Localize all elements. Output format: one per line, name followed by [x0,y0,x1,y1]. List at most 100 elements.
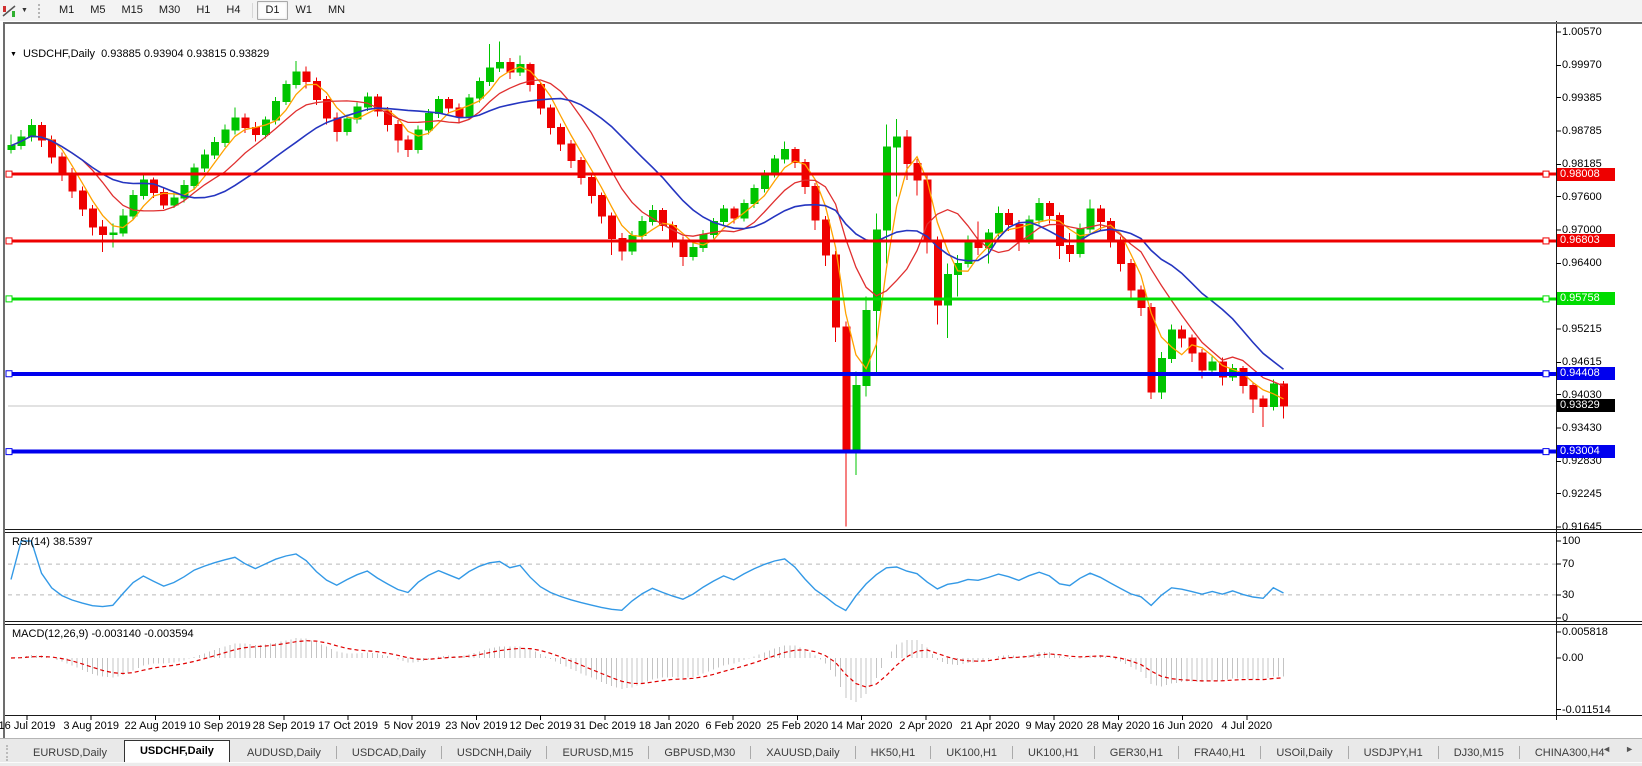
level-price-badge: 0.96803 [1557,234,1615,248]
price-tick-label: 0.96400 [1562,257,1602,270]
tab-separator [335,746,337,759]
price-tick-label: 0.94030 [1562,388,1602,401]
tab-UK100-H1[interactable]: UK100,H1 [1028,747,1079,759]
timeframe-button-D1[interactable]: D1 [257,1,288,20]
rsi-indicator-label: RSI(14) 38.5397 [12,536,93,548]
tab-GER30-H1[interactable]: GER30,H1 [1109,747,1163,759]
level-line-0.95758[interactable] [5,295,1556,303]
tab-CHINA300-H4[interactable]: CHINA300,H4 [1534,747,1605,759]
price-tick-label: 0.99970 [1562,59,1602,72]
status-strip [0,762,1642,766]
tab-separator [440,746,442,759]
level-line-0.96803[interactable] [5,237,1556,245]
tab-separator [1178,746,1179,759]
toolbar-grip[interactable] [37,3,45,18]
tab-separator [930,746,932,759]
date-tick-label: 2 Apr 2020 [899,720,953,732]
price-tick-label: 0.97600 [1562,190,1602,203]
tab-USDJPY-H1[interactable]: USDJPY,H1 [1363,747,1423,759]
timeframe-button-M15[interactable]: M15 [121,4,143,16]
macd-tick-label: 0.00 [1562,652,1584,664]
tab-USDCNH-Daily[interactable]: USDCNH,Daily [456,747,532,759]
timeframe-button-MN[interactable]: MN [328,4,346,16]
date-tick-label: 9 May 2020 [1025,720,1083,732]
chart-title-dropdown-icon[interactable]: ▼ [10,50,17,58]
tab-separator [1260,746,1262,759]
level-line-0.98008[interactable] [5,170,1556,178]
level-line-0.93004[interactable] [5,448,1556,456]
date-tick-label: 12 Dec 2019 [509,720,572,732]
timeframe-button-W1[interactable]: W1 [295,4,313,16]
rsi-tick-label: 30 [1562,588,1575,601]
date-tick-label: 4 Jul 2020 [1221,720,1273,732]
date-tick-label: 28 Sep 2019 [252,720,315,732]
tab-FRA40-H1[interactable]: FRA40,H1 [1194,747,1246,759]
chart-tool-dropdown-icon[interactable]: ▼ [21,7,28,14]
tab-HK50-H1[interactable]: HK50,H1 [870,747,916,759]
chart-tool-icon[interactable] [1,3,19,19]
chart-symbol-label: USDCHF,Daily [22,48,96,60]
date-tick-label: 5 Nov 2019 [384,720,441,732]
tabbar-grip[interactable] [6,745,14,761]
timeframe-button-H4[interactable]: H4 [226,4,241,16]
timeframe-button-M5[interactable]: M5 [90,4,106,16]
rsi-tick-label: 70 [1562,558,1575,571]
price-tick-label: 1.00570 [1562,26,1602,38]
date-tick-label: 16 Jun 2020 [1152,720,1213,732]
tab-XAUUSD-Daily[interactable]: XAUUSD,Daily [766,747,840,759]
chart-ohlc-values: 0.93885 0.93904 0.93815 0.93829 [101,48,270,60]
price-tick-label: 0.98785 [1562,125,1602,137]
date-tick-label: 14 Mar 2020 [830,720,893,732]
tab-EURUSD-Daily[interactable]: EURUSD,Daily [33,747,107,759]
macd-tick-label: -0.011514 [1562,703,1611,716]
chart-window-border [3,22,1642,738]
level-line-0.94408[interactable] [5,370,1556,378]
rsi-tick-label: 100 [1562,535,1581,547]
level-price-badge: 0.95758 [1557,292,1615,306]
tab-separator [546,746,548,759]
tab-scroll-right-icon[interactable]: ► [1625,744,1634,754]
tab-separator [854,746,856,759]
macd-signal-line [10,640,1284,688]
date-tick-label: 3 Aug 2019 [63,720,120,732]
price-tick-label: 0.92245 [1562,487,1602,500]
tab-USDCAD-Daily[interactable]: USDCAD,Daily [351,747,426,759]
tab-USDCHF-Daily[interactable]: USDCHF,Daily [123,740,230,763]
level-price-badge: 0.94408 [1557,367,1615,381]
date-tick-label: 25 Feb 2020 [766,720,829,732]
tab-separator [1437,746,1439,759]
tab-separator [1518,746,1520,759]
date-tick-label: 17 Oct 2019 [318,720,378,732]
tab-UK100-H1[interactable]: UK100,H1 [946,747,998,759]
price-tick-label: 0.99385 [1562,91,1602,104]
price-tick-label: 0.94615 [1562,356,1602,369]
price-tick-label: 0.97000 [1562,224,1602,236]
toolbar-separator [252,3,254,18]
date-tick-label: 18 Jan 2020 [638,720,700,732]
timeframe-button-M1[interactable]: M1 [58,4,75,16]
price-tick-label: 0.92830 [1562,455,1602,468]
tab-separator [750,746,752,759]
tab-EURUSD-M15[interactable]: EURUSD,M15 [562,747,634,759]
price-tick-label: 0.91645 [1562,521,1602,533]
chart-title: ▼ USDCHF,Daily 0.93885 0.93904 0.93815 0… [10,48,269,60]
tab-scroll-left-icon[interactable]: ◄ [1602,744,1612,754]
chart-window[interactable]: ▼ USDCHF,Daily 0.93885 0.93904 0.93815 0… [0,21,1642,738]
tab-separator [1093,746,1095,759]
price-tick-label: 0.98185 [1562,158,1602,171]
macd-indicator-label: MACD(12,26,9) -0.003140 -0.003594 [12,628,194,640]
timeframe-button-M30[interactable]: M30 [158,4,181,16]
date-tick-label: 16 Jul 2019 [0,720,56,732]
date-tick-label: 10 Sep 2019 [188,720,251,732]
tab-separator [648,746,650,759]
tab-USOil-Daily[interactable]: USOil,Daily [1276,747,1333,759]
date-tick-label: 21 Apr 2020 [960,720,1020,732]
tab-AUDUSD-Daily[interactable]: AUDUSD,Daily [246,747,321,759]
tab-GBPUSD-M30[interactable]: GBPUSD,M30 [664,747,736,759]
price-chart-canvas[interactable] [0,21,1642,738]
level-price-badge: 0.93004 [1557,445,1615,459]
tab-DJ30-M15[interactable]: DJ30,M15 [1453,747,1504,759]
rsi-tick-label: 0 [1562,612,1569,624]
macd-tick-label: 0.005818 [1562,625,1608,638]
timeframe-button-H1[interactable]: H1 [196,4,211,16]
